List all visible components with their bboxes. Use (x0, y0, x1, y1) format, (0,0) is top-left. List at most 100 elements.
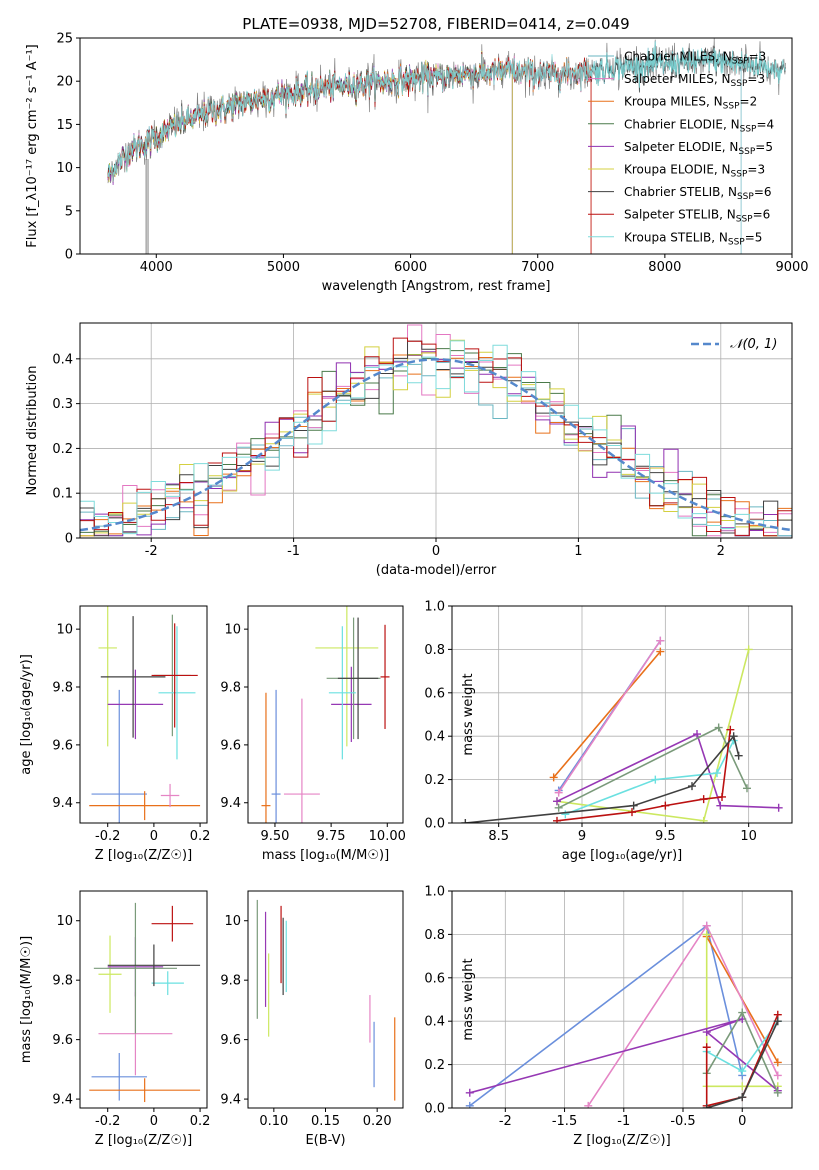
y-tick-label: 15 (56, 118, 73, 133)
y-tick-label: 9.6 (220, 738, 241, 753)
weight-marker (773, 1088, 782, 1097)
legend-label: Kroupa STELIB, NSSP=5 (624, 230, 762, 247)
y-tick-label: 0.6 (424, 686, 445, 701)
weight-marker (656, 647, 665, 656)
axes-border (451, 890, 793, 1109)
legend-subscript: SSP (731, 170, 748, 180)
x-tick-label: 0.10 (259, 1114, 288, 1129)
legend-count: =5 (745, 230, 763, 244)
legend-label: Chabrier MILES, NSSP=3 (624, 50, 766, 67)
x-tick-label: 0 (738, 1114, 746, 1129)
y-tick-label: 0.0 (424, 817, 445, 832)
legend-count: =2 (740, 95, 758, 109)
weight-marker (661, 801, 670, 810)
weight-line-6 (565, 740, 735, 816)
weight-marker (461, 819, 470, 823)
x-tick-label: 4000 (140, 260, 173, 275)
y-tick-label: 9.8 (220, 974, 241, 989)
legend-label: Salpeter MILES, NSSP=3 (624, 72, 765, 89)
y-tick-label: 0.4 (424, 730, 445, 745)
plot-area (452, 891, 792, 1108)
x-tick-label: 9.5 (655, 829, 676, 844)
weight-marker (702, 921, 711, 930)
chart-title: PLATE=0938, MJD=52708, FIBERID=0414, z=0… (242, 15, 629, 33)
x-tick-label: 5000 (267, 260, 300, 275)
legend-label: Salpeter STELIB, NSSP=6 (624, 208, 770, 225)
plot-area (107, 38, 786, 254)
legend-subscript: SSP (740, 124, 757, 134)
y-tick-label: 9.8 (52, 974, 73, 989)
legend-label: Salpeter ELODIE, NSSP=5 (624, 140, 773, 157)
x-tick-label: 0 (150, 829, 158, 844)
y-tick-label: 0.8 (424, 928, 445, 943)
weight-marker (773, 1017, 782, 1026)
y-tick-label: 9.4 (220, 1093, 241, 1108)
y-tick-label: 9.4 (52, 796, 73, 811)
legend-name: Kroupa MILES, N (624, 95, 723, 109)
axes-frame: 9.50 9.75 10.00 9.4 9.6 9.8 10 mass [log₁₀(M/M☉… (220, 605, 406, 863)
weight-line-7 (556, 729, 732, 822)
x-tick-label: 8.5 (488, 829, 509, 844)
axes-frame: -0.2 0 0.2 9.4 9.6 9.8 10 Z [log₁₀(Z/Z☉)] age [l… (19, 605, 211, 863)
legend-name: Salpeter ELODIE, N (624, 140, 738, 154)
weight-marker (553, 816, 561, 823)
y-tick-label: 10 (56, 623, 73, 638)
y-tick-label: 0.8 (424, 643, 445, 658)
x-tick-label: 0.15 (311, 1114, 340, 1129)
observed-spectrum (107, 38, 786, 184)
x-tick-label: 8000 (648, 260, 681, 275)
weight-marker (729, 732, 738, 741)
weight-marker (738, 1067, 747, 1076)
weight-line-2 (558, 640, 661, 794)
weight-marker (738, 1093, 747, 1102)
x-tick-label: 0.2 (190, 829, 211, 844)
weight-marker (702, 930, 711, 939)
axes-border (79, 605, 208, 824)
residual-histogram-8 (80, 340, 792, 537)
x-axis-label: age [log₁₀(age/yr)] (562, 848, 683, 863)
x-tick-label: 9 (578, 829, 586, 844)
weight-marker (714, 723, 723, 732)
legend-name: Kroupa ELODIE, N (624, 163, 731, 177)
legend-name: Chabrier MILES, N (624, 50, 732, 64)
weight-marker (774, 803, 783, 812)
legend-name: Salpeter MILES, N (624, 72, 731, 86)
axes-border (247, 890, 404, 1109)
y-tick-label: 9.6 (220, 1033, 241, 1048)
legend-label: Kroupa MILES, NSSP=2 (624, 95, 757, 112)
weight-marker (629, 801, 638, 810)
model-spectrum-5 (107, 50, 513, 254)
x-tick-label: 2 (717, 544, 725, 559)
x-tick-label: -2 (145, 544, 158, 559)
normal-curve (80, 358, 792, 532)
x-tick-label: 1 (574, 544, 582, 559)
x-tick-label: 9.75 (317, 829, 346, 844)
weight-marker (738, 1082, 747, 1091)
weight-marker (554, 803, 563, 812)
y-axis-label: mass [log₁₀(M/M☉)] (19, 936, 34, 1063)
model-spectrum-8 (107, 42, 786, 182)
legend-name: Salpeter STELIB, N (624, 208, 736, 222)
y-tick-label: 0 (65, 248, 73, 263)
y-axis-label: mass weight (461, 958, 476, 1040)
x-tick-label: -0.2 (95, 829, 120, 844)
y-tick-label: 10 (224, 623, 241, 638)
legend-label: 𝒩(0, 1) (730, 337, 777, 352)
plot-area (89, 606, 201, 823)
panel-5: -0.2 0 0.2 9.4 9.6 9.8 10 Z [log₁₀(Z/Z☉)] mass [… (19, 890, 210, 1148)
x-tick-label: -1 (617, 1114, 630, 1129)
x-tick-label: 10 (740, 829, 757, 844)
y-tick-label: 0.2 (52, 442, 73, 457)
y-tick-label: 9.6 (52, 1033, 73, 1048)
axes-border (79, 890, 208, 1109)
legend: 𝒩(0, 1) (691, 337, 777, 352)
panel-6: 0.10 0.15 0.20 9.4 9.6 9.8 10 E(B-V) (220, 890, 404, 1148)
weight-marker (713, 769, 721, 778)
weight-marker (702, 1104, 711, 1108)
panel-3: 9.50 9.75 10.00 9.4 9.6 9.8 10 mass [log₁₀(M/M☉… (220, 605, 406, 863)
y-tick-label: 9.8 (220, 681, 241, 696)
weight-marker (743, 784, 751, 793)
weight-marker (549, 773, 558, 782)
